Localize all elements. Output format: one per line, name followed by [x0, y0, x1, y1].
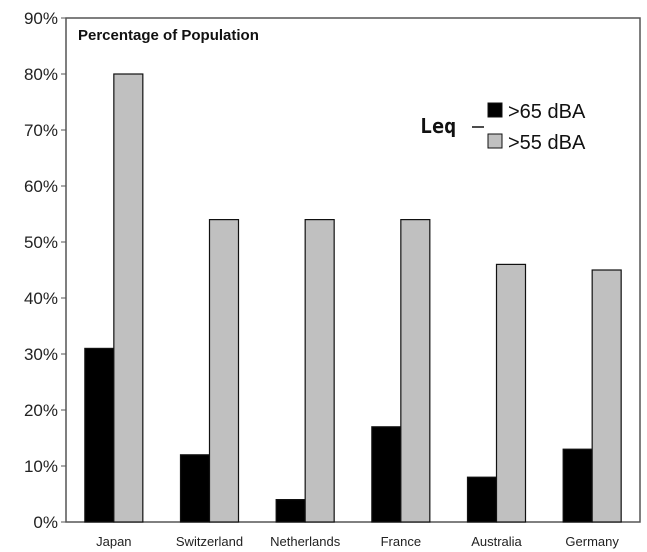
x-tick-label: Netherlands	[270, 534, 341, 549]
y-tick-label: 30%	[24, 345, 58, 364]
bars	[84, 73, 622, 523]
y-tick-label: 70%	[24, 121, 58, 140]
x-axis: Japan Switzerland Netherlands France Austral…	[96, 534, 619, 549]
bar-series-65-dba	[371, 426, 402, 523]
y-tick-label: 10%	[24, 457, 58, 476]
legend-swatch	[487, 102, 503, 118]
x-tick-label: Germany	[565, 534, 619, 549]
bar-series-55-dba	[495, 263, 527, 523]
y-tick-label: 90%	[24, 9, 58, 28]
y-tick-label: 40%	[24, 289, 58, 308]
bar-series-65-dba	[562, 448, 593, 523]
legend-label: >55 dBA	[508, 132, 586, 154]
y-tick-label: 20%	[24, 401, 58, 420]
bar-series-65-dba	[275, 499, 306, 523]
bar-series-55-dba	[304, 219, 335, 523]
x-tick-label: Japan	[96, 534, 131, 549]
y-tick-label: 50%	[24, 233, 58, 252]
plot-area-frame	[65, 17, 641, 523]
bar-series-55-dba	[400, 219, 431, 523]
x-tick-label: Australia	[471, 534, 522, 549]
chart-title: Percentage of Population	[78, 27, 259, 44]
y-tick-label: 80%	[24, 65, 58, 84]
bar-series-65-dba	[84, 347, 115, 523]
bar-series-55-dba	[208, 219, 240, 523]
legend-title: Leq	[420, 114, 456, 138]
x-tick-label: Switzerland	[176, 534, 243, 549]
bar-series-55-dba	[113, 73, 144, 523]
y-tick-label: 0%	[33, 513, 58, 532]
y-axis: 0% 10% 20% 30% 40% 50% 60% 70% 80% 90%	[24, 9, 66, 532]
y-tick-label: 60%	[24, 177, 58, 196]
bar-series-65-dba	[466, 476, 498, 523]
x-tick-label: France	[381, 534, 421, 549]
legend-swatch	[487, 133, 503, 149]
legend: Leq >65 dBA >55 dBA	[420, 101, 586, 154]
legend-label: >65 dBA	[508, 101, 586, 123]
bar-series-65-dba	[179, 454, 211, 523]
bar-series-55-dba	[591, 269, 622, 523]
